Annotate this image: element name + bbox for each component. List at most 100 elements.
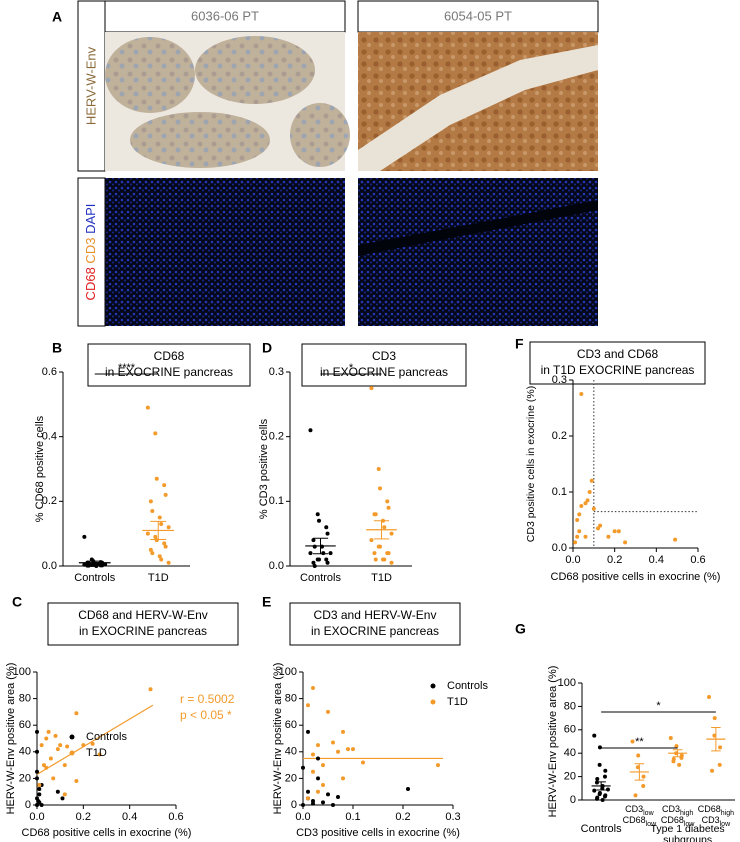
y-tick-label: 0.1 [552,486,567,498]
data-point [311,801,315,806]
data-point [321,783,325,788]
micrograph [358,178,598,326]
data-point [598,523,603,528]
label-subscript: low [646,821,657,828]
data-point [579,504,584,508]
data-point [378,544,382,549]
y-tick-label: 40 [285,746,297,758]
chart-title: in T1D EXOCRINE pancreas [541,363,695,377]
data-point [575,518,580,522]
data-point [306,703,310,708]
x-tick-label: 0.2 [76,811,91,823]
data-point [312,544,317,549]
data-point [315,512,320,517]
data-point [55,747,60,752]
label-main: CD3 [662,804,680,814]
data-point [162,541,167,546]
data-point [74,711,79,716]
data-point [53,733,58,738]
x-tick-label: 0.3 [445,811,460,823]
data-point [369,538,374,543]
data-point [583,501,588,506]
sem-bar [672,749,683,758]
x-tick-label: 0.2 [395,811,410,823]
label-subscript: low [720,821,731,828]
data-point [39,803,44,807]
data-point [673,537,678,542]
row-label: CD68 CD3 DAPI [83,204,98,301]
legend-marker [430,699,436,705]
data-point [308,551,313,556]
data-point [51,776,56,781]
data-point [46,729,51,734]
x-axis-label: CD3 positive cells in exocrine (%) [296,827,460,839]
y-tick-label: 0.0 [42,560,57,572]
panel-letter: D [262,340,272,356]
micrograph [358,32,598,171]
chart-title: CD3 and HERV-W-Env [314,608,437,622]
x-axis-label: CD68 positive cells in exocrine (%) [551,571,721,583]
data-point [600,798,605,802]
annotation: p < 0.05 * [180,708,232,722]
data-point [74,779,79,784]
data-point [373,557,378,562]
y-tick-label: 0.3 [269,366,284,378]
panel-letter: G [515,621,526,637]
data-point [372,551,377,556]
y-tick-label: 80 [19,693,31,705]
data-point [35,769,39,774]
data-point [573,540,578,545]
data-point [90,741,95,746]
chart-title: in EXOCRINE pancreas [311,624,439,638]
y-tick-label: 0.2 [42,495,57,507]
x-axis-label: CD68 positive cells in exocrine (%) [22,827,192,839]
x-tick-label: CD3low [625,804,654,817]
data-point [712,716,717,721]
data-point [603,768,608,773]
y-tick-label: 100 [279,666,297,678]
column-header: 6036-06 PT [191,8,259,23]
data-point [37,792,42,797]
data-point [605,787,610,792]
stain-label: DAPI [83,204,98,234]
data-point [166,560,171,565]
annotation: r = 0.5002 [180,692,235,706]
x-tick-label: CD68high [698,804,734,817]
data-point [148,687,153,692]
y-axis-label: % CD3 positive cells [258,418,270,519]
data-point [382,525,387,530]
data-point [35,749,39,754]
data-point [162,483,167,488]
title-box [289,602,461,646]
label-main: CD3 [625,804,643,814]
data-point [326,792,330,797]
data-point [597,792,602,797]
data-point [317,518,321,523]
data-point [39,743,44,748]
x-tick-label: Controls [74,572,115,584]
data-point [35,803,39,807]
data-point [41,763,46,768]
y-tick-label: 20 [19,772,31,784]
data-point [324,557,329,562]
data-point [587,490,592,494]
data-point [591,506,596,511]
panel-letter: B [52,340,62,356]
data-point [606,534,611,539]
data-point [316,776,320,781]
data-point [376,467,381,471]
data-point [312,564,317,568]
data-point [65,744,70,749]
data-point [150,551,155,556]
chart-title: CD68 and HERV-W-Env [78,608,208,622]
label-subscript: high [721,810,734,817]
x-tick-label: CD68low [661,815,695,828]
data-point [37,783,42,788]
data-point [351,747,355,752]
significance-label: ** [635,736,644,748]
row-label-box [77,0,106,172]
x-tick-label: CD3high [662,804,693,817]
data-point [592,733,597,738]
data-point [341,729,345,734]
